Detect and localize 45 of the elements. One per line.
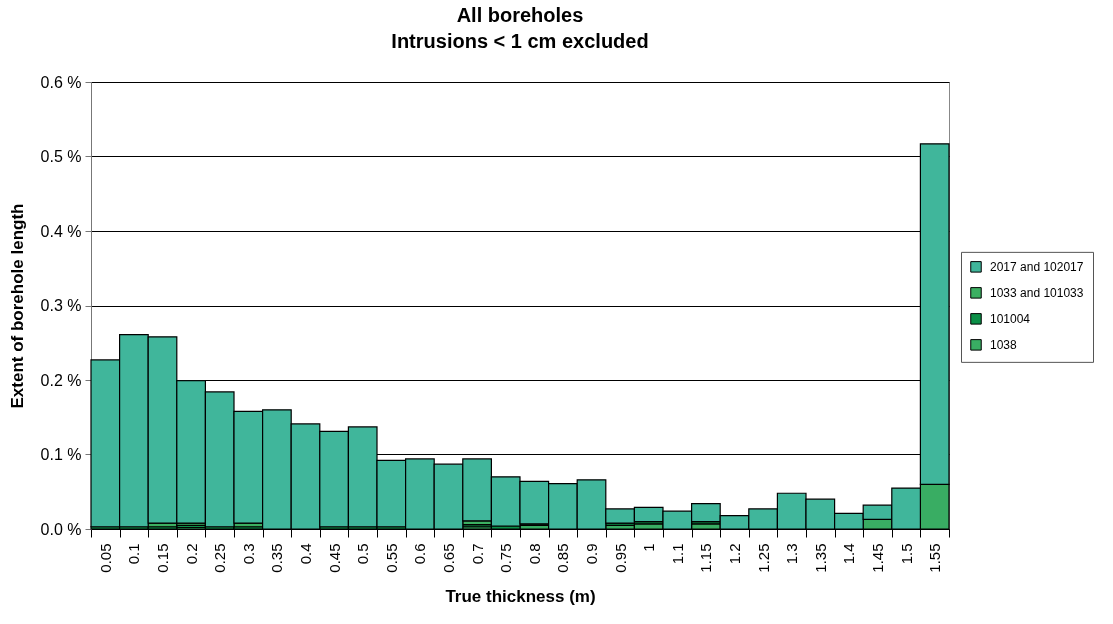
x-tick-label: 1.35 xyxy=(811,543,829,573)
legend-label: 1038 xyxy=(990,337,1018,352)
x-tick-label: 0.05 xyxy=(96,543,114,573)
x-tick-label: 0.3 xyxy=(239,543,257,565)
x-tick-label: 1.3 xyxy=(783,543,801,565)
y-tick-label: 0.4 % xyxy=(40,222,82,240)
x-tick-label: 0.85 xyxy=(554,543,572,573)
x-tick-label: 0.15 xyxy=(154,543,171,573)
y-tick-label: 0.2 % xyxy=(40,371,82,389)
x-tick-label: 1.15 xyxy=(697,543,715,573)
chart-subtitle: Intrusions < 1 cm excluded xyxy=(391,30,649,52)
x-tick-label: 0.7 xyxy=(468,543,486,565)
x-axis-title: True thickness (m) xyxy=(445,586,596,606)
legend-label: 2017 and 102017 xyxy=(990,259,1084,274)
x-tick-label: 0.2 xyxy=(182,543,200,565)
x-tick-label: 0.9 xyxy=(583,543,600,565)
x-tick-label: 1.25 xyxy=(754,543,772,573)
legend-label: 101004 xyxy=(990,311,1031,326)
x-tick-label: 1.2 xyxy=(726,543,743,565)
x-tick-label: 0.55 xyxy=(382,543,400,573)
x-tick-label: 0.35 xyxy=(268,543,286,573)
x-tick-label: 0.95 xyxy=(611,543,629,573)
x-tick-label: 0.4 xyxy=(297,543,314,565)
x-tick-label: 1.4 xyxy=(840,543,858,565)
chart-title: All boreholes xyxy=(456,4,584,26)
y-tick-label: 0.3 % xyxy=(40,297,82,314)
x-tick-label: 0.1 xyxy=(125,543,143,565)
x-tick-label: 1.55 xyxy=(926,543,944,573)
x-tick-label: 1.5 xyxy=(897,543,915,565)
x-tick-label: 0.75 xyxy=(497,543,515,573)
x-tick-label: 0.5 xyxy=(354,543,372,565)
x-tick-label: 0.6 xyxy=(411,543,429,565)
x-tick-label: 1.45 xyxy=(869,543,886,573)
x-tick-label: 1 xyxy=(640,543,658,552)
y-tick-label: 0.0 % xyxy=(40,520,82,538)
x-tick-label: 0.45 xyxy=(325,543,343,573)
x-tick-label: 0.65 xyxy=(440,543,457,573)
legend-label: 1033 and 101033 xyxy=(990,285,1084,300)
x-tick-label: 0.8 xyxy=(525,543,543,565)
y-tick-label: 0.6 % xyxy=(40,73,82,91)
y-tick-label: 0.1 % xyxy=(40,446,82,463)
x-tick-label: 1.1 xyxy=(668,543,686,565)
y-tick-label: 0.5 % xyxy=(40,148,82,165)
y-axis-title: Extent of borehole length xyxy=(7,203,27,409)
x-tick-label: 0.25 xyxy=(211,543,229,573)
